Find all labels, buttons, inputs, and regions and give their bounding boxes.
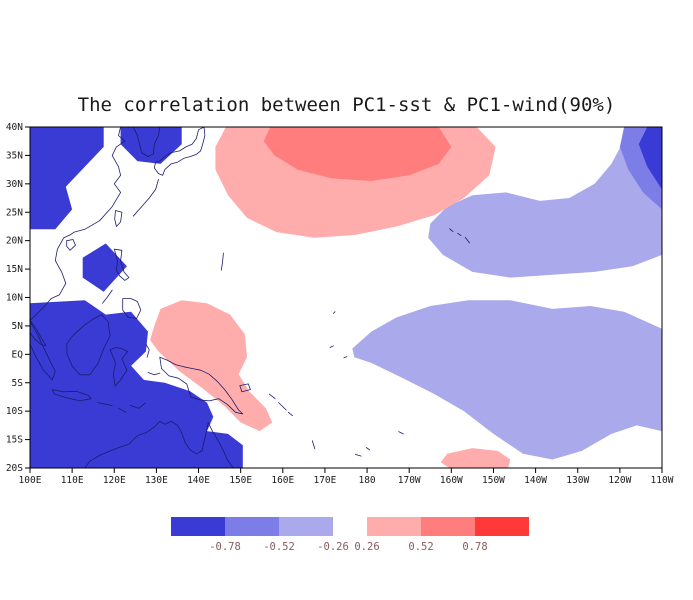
x-tick-label: 130W	[566, 475, 589, 486]
coastline	[97, 402, 113, 406]
coastline	[278, 402, 287, 411]
y-tick-label: 20S	[6, 463, 23, 474]
coastline	[129, 402, 146, 409]
legend-positive-bar	[367, 517, 529, 536]
legend-negative-label--0.26: -0.26	[317, 541, 349, 553]
y-tick-label: 35N	[6, 150, 23, 161]
coastline	[145, 343, 150, 358]
coastline	[343, 356, 348, 359]
legend-positive-label-0.52: 0.52	[408, 541, 434, 553]
y-tick-label: 10S	[6, 406, 23, 417]
x-tick-label: 120W	[608, 475, 631, 486]
coastline	[66, 314, 111, 376]
coastline	[122, 298, 142, 319]
coastline	[147, 372, 161, 376]
x-tick-label: 140W	[524, 475, 547, 486]
map-region-far-east-corner-strong-negative	[638, 127, 662, 190]
legend-negative-label--0.52: -0.52	[263, 541, 295, 553]
x-tick-label: 140E	[187, 475, 210, 486]
legend-positive-cell-0.78	[475, 517, 529, 536]
legend-negative-cell--0.26	[279, 517, 333, 536]
map-region-east-equatorial-weak-negative	[352, 300, 662, 460]
legend-negative-bar	[171, 517, 333, 536]
y-tick-label: 15S	[6, 435, 23, 446]
map-region-north-pacific-mid-positive-core	[263, 127, 452, 181]
coastline	[398, 431, 404, 435]
map-layers	[30, 127, 662, 473]
map-region-south-central-weak-positive	[440, 448, 511, 468]
y-tick-label: EQ	[12, 349, 24, 360]
x-tick-label: 150E	[229, 475, 252, 486]
coastline	[464, 236, 470, 244]
coastline	[287, 411, 293, 417]
coastline	[114, 210, 123, 227]
coastline	[365, 447, 370, 451]
coastline	[30, 127, 126, 321]
coastline	[333, 311, 336, 314]
legend-positive-cell-0.52	[421, 517, 475, 536]
coastline	[118, 407, 127, 413]
legend-positive-label-0.78: 0.78	[462, 541, 488, 553]
coastline	[113, 248, 130, 281]
map-region-maritime-continent-strong-negative	[30, 300, 243, 468]
map-region-northeast-pacific-weak-negative	[428, 127, 662, 278]
coastline	[109, 347, 129, 387]
coastline	[220, 252, 224, 271]
x-tick-label: 160E	[271, 475, 294, 486]
coastline	[153, 127, 206, 176]
y-tick-label: 25N	[6, 207, 23, 218]
y-tick-label: 20N	[6, 236, 23, 247]
x-tick-label: 110W	[651, 475, 674, 486]
chart-title: The correlation between PC1-sst & PC1-wi…	[77, 94, 616, 116]
x-tick-label: 110E	[61, 475, 84, 486]
coastline	[132, 127, 161, 157]
map-region-philippine-sea-strong-negative	[82, 243, 127, 292]
x-tick-label: 150W	[482, 475, 505, 486]
x-tick-label: 100E	[19, 475, 42, 486]
x-tick-label: 160W	[440, 475, 463, 486]
x-tick-label: 130E	[145, 475, 168, 486]
x-tick-label: 170E	[313, 475, 336, 486]
coastline	[301, 469, 311, 473]
y-tick-label: 15N	[6, 264, 23, 275]
coastline	[268, 393, 276, 400]
coastline	[239, 383, 251, 393]
coastline	[30, 321, 56, 381]
coastline	[84, 421, 234, 468]
legend-positive-label-0.26: 0.26	[354, 541, 380, 553]
legend-negative-cell--0.78	[171, 517, 225, 536]
x-tick-label: 180	[358, 475, 375, 486]
legend-negative-cell--0.52	[225, 517, 279, 536]
y-tick-label: 10N	[6, 293, 23, 304]
y-tick-label: 5N	[12, 321, 24, 332]
coastline	[66, 239, 76, 251]
coastline	[159, 356, 244, 415]
colorbar-legend: -0.78 -0.52 -0.26 0.26 0.52 0.78	[171, 517, 531, 562]
coastline	[329, 345, 334, 348]
legend-negative-label--0.78: -0.78	[209, 541, 241, 553]
legend-positive-cell-0.26	[367, 517, 421, 536]
coastline	[51, 389, 92, 402]
y-tick-label: 40N	[6, 122, 23, 133]
coastline	[449, 228, 454, 232]
y-tick-label: 30N	[6, 179, 23, 190]
coastline	[132, 178, 159, 217]
x-tick-label: 120E	[103, 475, 126, 486]
coastline	[457, 232, 462, 236]
coastline	[354, 454, 362, 457]
map-region-northwest-strong-negative	[30, 127, 104, 230]
map-region-north-block-strong-negative	[120, 127, 182, 164]
map-region-west-pacific-weak-positive	[150, 300, 273, 432]
coastline	[311, 440, 316, 450]
coastline	[30, 319, 47, 347]
x-tick-label: 170W	[398, 475, 421, 486]
coastline	[102, 289, 113, 304]
y-tick-label: 5S	[12, 378, 24, 389]
